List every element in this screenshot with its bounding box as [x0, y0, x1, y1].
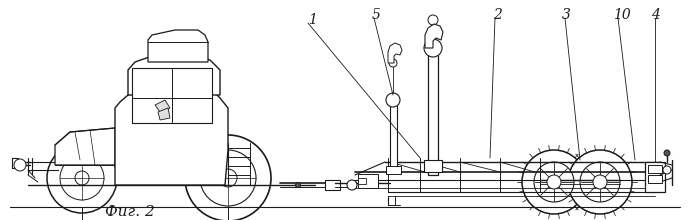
Polygon shape [55, 128, 115, 165]
Polygon shape [155, 100, 170, 112]
Text: 4: 4 [651, 8, 660, 22]
Circle shape [547, 175, 561, 189]
Circle shape [185, 135, 271, 220]
Circle shape [663, 166, 671, 174]
Polygon shape [128, 55, 220, 95]
Polygon shape [388, 43, 402, 63]
Circle shape [47, 143, 117, 213]
Circle shape [593, 175, 607, 189]
Circle shape [386, 93, 400, 107]
Bar [386, 166, 401, 174]
Circle shape [347, 180, 357, 190]
Circle shape [568, 150, 632, 214]
Circle shape [424, 39, 442, 57]
Circle shape [75, 171, 89, 185]
Circle shape [580, 162, 620, 202]
Circle shape [200, 150, 256, 206]
Bar [645, 162, 665, 192]
Polygon shape [425, 24, 443, 48]
Bar [648, 165, 662, 173]
Bar [132, 68, 212, 123]
Text: 5: 5 [372, 8, 381, 22]
Bar [358, 174, 378, 188]
Text: 2: 2 [493, 8, 502, 22]
Text: Фиг. 2: Фиг. 2 [105, 205, 155, 219]
Bar [325, 180, 340, 190]
Polygon shape [148, 30, 208, 62]
Circle shape [389, 59, 397, 67]
Circle shape [14, 159, 26, 171]
Text: 1: 1 [308, 13, 317, 27]
Circle shape [534, 162, 574, 202]
Circle shape [522, 150, 586, 214]
Circle shape [60, 156, 104, 200]
Bar [358, 178, 366, 184]
Polygon shape [115, 85, 228, 185]
Circle shape [664, 150, 670, 156]
Circle shape [428, 15, 438, 25]
Bar [424, 160, 442, 172]
Bar [428, 55, 438, 175]
Bar [390, 105, 397, 170]
Text: 3: 3 [562, 8, 571, 22]
Circle shape [296, 183, 301, 187]
Circle shape [219, 169, 237, 187]
Text: 10: 10 [613, 8, 630, 22]
Polygon shape [158, 108, 170, 120]
Bar [648, 175, 662, 183]
